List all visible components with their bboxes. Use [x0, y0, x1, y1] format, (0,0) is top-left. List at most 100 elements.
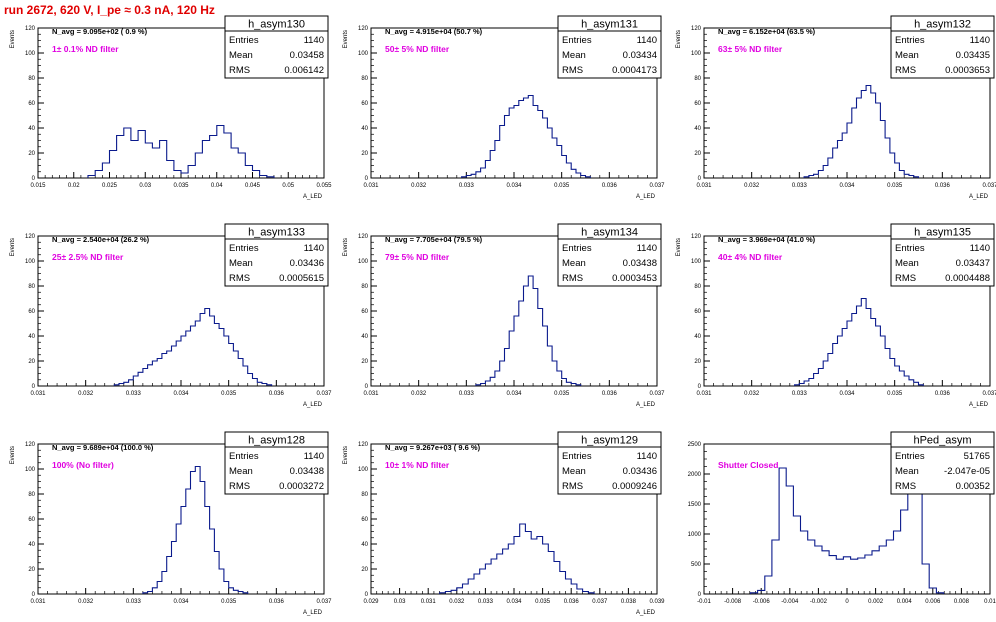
- y-tick-label: 100: [358, 259, 369, 265]
- x-tick-label: 0: [845, 599, 849, 605]
- stats-label-entries: Entries: [562, 35, 592, 46]
- x-tick-label: 0.045: [245, 183, 261, 189]
- x-tick-label: 0.032: [744, 391, 760, 397]
- y-tick-label: 120: [358, 442, 369, 448]
- y-axis-title: Events: [676, 30, 682, 48]
- stats-value-entries: 1140: [304, 451, 324, 462]
- y-tick-label: 500: [691, 562, 702, 568]
- filter-label: 10± 1% ND filter: [385, 460, 450, 470]
- stats-value-mean: 0.03437: [956, 258, 990, 269]
- histogram-panel-h_asym135: 0.031 0.032 0.033 0.034 0.035 0.036 0.037 0 20 40…: [676, 223, 996, 408]
- x-tick-label: 0.033: [459, 183, 475, 189]
- y-tick-label: 20: [28, 359, 35, 365]
- histogram-series: [87, 124, 275, 178]
- stats-label-mean: Mean: [895, 50, 919, 61]
- stats-label-entries: Entries: [562, 243, 592, 254]
- filter-label: Shutter Closed: [718, 460, 778, 470]
- histogram-panel-h_asym128: 0.031 0.032 0.033 0.034 0.035 0.036 0.037 0 20 40…: [10, 431, 332, 616]
- y-tick-label: 60: [694, 309, 701, 315]
- x-tick-label: 0.03: [139, 183, 151, 189]
- stats-box: [557, 431, 662, 495]
- stats-label-rms: RMS: [229, 65, 250, 76]
- run-title: run 2672, 620 V, I_pe ≈ 0.3 nA, 120 Hz: [4, 3, 215, 17]
- x-axis-title: A_LED: [303, 194, 323, 200]
- y-tick-label: 40: [28, 542, 35, 548]
- stats-label-entries: Entries: [229, 243, 259, 254]
- histogram-panel-h_asym132: 0.031 0.032 0.033 0.034 0.035 0.036 0.037 0 20 40…: [676, 15, 996, 200]
- stats-label-mean: Mean: [229, 258, 253, 269]
- x-tick-label: 0.036: [269, 599, 285, 605]
- x-tick-label: 0.035: [554, 391, 570, 397]
- x-tick-label: 0.031: [363, 391, 379, 397]
- x-tick-label: 0.033: [792, 391, 808, 397]
- y-tick-label: 60: [361, 101, 368, 107]
- x-tick-label: 0.033: [126, 599, 142, 605]
- histogram-name: h_asym129: [581, 435, 638, 447]
- stats-value-mean: 0.03435: [956, 50, 990, 61]
- navg-label: N_avg = 7.705e+04 (79.5 %): [385, 235, 483, 244]
- stats-value-mean: 0.03438: [290, 466, 324, 477]
- y-axis-title: Events: [343, 30, 349, 48]
- stats-value-entries: 1140: [304, 243, 324, 254]
- stats-value-rms: 0.0003653: [945, 65, 990, 76]
- histogram-name: h_asym131: [581, 19, 638, 31]
- x-tick-label: 0.035: [535, 599, 551, 605]
- histogram-series: [794, 297, 924, 386]
- y-tick-label: 0: [32, 592, 36, 598]
- y-tick-label: 100: [25, 259, 36, 265]
- x-tick-label: 0.031: [363, 183, 379, 189]
- x-tick-label: -0.006: [753, 599, 771, 605]
- histogram-series: [439, 523, 595, 594]
- filter-label: 79± 5% ND filter: [385, 252, 450, 262]
- x-tick-label: 0.008: [954, 599, 970, 605]
- x-tick-label: 0.034: [506, 599, 522, 605]
- x-tick-label: 0.037: [649, 391, 665, 397]
- x-tick-label: 0.034: [173, 599, 189, 605]
- stats-label-entries: Entries: [229, 35, 259, 46]
- stats-value-entries: 1140: [970, 243, 990, 254]
- x-tick-label: 0.031: [421, 599, 437, 605]
- filter-label: 50± 5% ND filter: [385, 44, 450, 54]
- x-tick-label: 0.033: [478, 599, 494, 605]
- x-tick-label: 0.037: [592, 599, 608, 605]
- navg-label: N_avg = 9.267e+03 ( 9.6 %): [385, 443, 481, 452]
- x-tick-label: 0.004: [897, 599, 913, 605]
- stats-label-rms: RMS: [229, 481, 250, 492]
- y-tick-label: 20: [361, 151, 368, 157]
- stats-box: [224, 15, 329, 79]
- stats-label-mean: Mean: [229, 466, 253, 477]
- y-tick-label: 2500: [688, 442, 702, 448]
- y-tick-label: 60: [28, 517, 35, 523]
- x-tick-label: 0.034: [839, 391, 855, 397]
- filter-label: 25± 2.5% ND filter: [52, 252, 124, 262]
- stats-box: [557, 15, 662, 79]
- histogram-series: [461, 94, 591, 178]
- stats-value-entries: 1140: [970, 35, 990, 46]
- stats-value-entries: 1140: [637, 243, 657, 254]
- stats-label-mean: Mean: [895, 258, 919, 269]
- stats-label-mean: Mean: [229, 50, 253, 61]
- stats-value-mean: 0.03436: [623, 466, 657, 477]
- y-tick-label: 120: [25, 26, 36, 32]
- y-tick-label: 120: [358, 234, 369, 240]
- x-tick-label: 0.035: [221, 599, 237, 605]
- y-tick-label: 0: [365, 592, 369, 598]
- x-tick-label: 0.025: [102, 183, 118, 189]
- y-tick-label: 40: [28, 334, 35, 340]
- x-tick-label: 0.032: [411, 391, 427, 397]
- stats-value-mean: 0.03458: [290, 50, 324, 61]
- x-tick-label: 0.033: [459, 391, 475, 397]
- x-tick-label: -0.008: [724, 599, 742, 605]
- stats-label-rms: RMS: [562, 65, 583, 76]
- y-tick-label: 80: [361, 492, 368, 498]
- histogram-series: [113, 307, 273, 386]
- stats-value-rms: 0.0003453: [612, 273, 657, 284]
- histogram-series: [475, 275, 582, 386]
- y-tick-label: 120: [691, 234, 702, 240]
- stats-label-mean: Mean: [562, 466, 586, 477]
- x-tick-label: 0.031: [30, 599, 46, 605]
- stats-label-rms: RMS: [895, 65, 916, 76]
- y-tick-label: 0: [32, 384, 36, 390]
- x-tick-label: 0.032: [411, 183, 427, 189]
- filter-label: 100% (No filter): [52, 460, 114, 470]
